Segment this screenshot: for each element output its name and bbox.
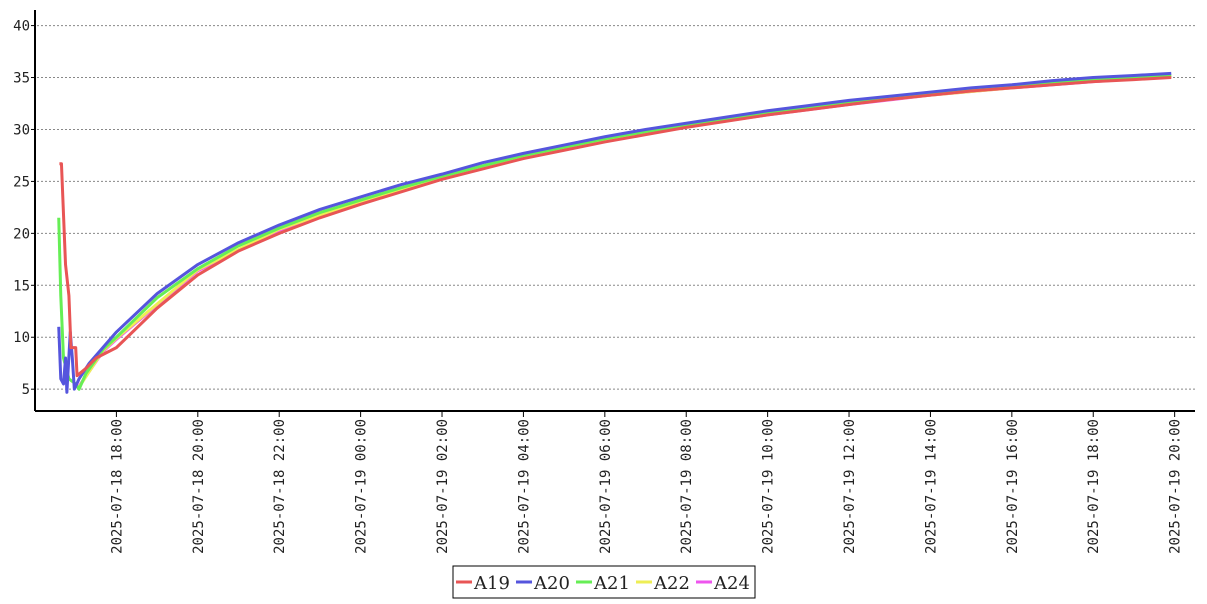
y-tick-label: 15	[13, 278, 30, 294]
x-tick-label: 2025-07-19 10:00	[761, 419, 777, 554]
y-tick-label: 30	[13, 122, 30, 138]
legend: A19 A20 A21 A22 A24	[452, 565, 756, 599]
x-tick-label: 2025-07-19 16:00	[1005, 419, 1021, 554]
series-line	[77, 74, 1172, 387]
legend-label: A21	[593, 573, 630, 594]
x-tick-label: 2025-07-19 14:00	[923, 419, 939, 554]
series-line	[57, 73, 1172, 391]
x-tick-label: 2025-07-18 20:00	[191, 419, 207, 554]
legend-label: A22	[653, 573, 690, 594]
y-tick-label: 20	[13, 226, 30, 242]
legend-box	[452, 565, 756, 599]
legend-label: A20	[533, 573, 570, 594]
y-tick-label: 10	[13, 330, 30, 346]
y-tick-label: 25	[13, 174, 30, 190]
x-tick-label: 2025-07-19 18:00	[1086, 419, 1102, 554]
series-line	[57, 71, 1172, 394]
x-tick-label: 2025-07-18 18:00	[109, 419, 125, 554]
x-tick-label: 2025-07-18 22:00	[272, 419, 288, 554]
x-tick-label: 2025-07-19 04:00	[516, 419, 532, 554]
x-tick-label: 2025-07-19 20:00	[1168, 419, 1184, 554]
y-tick-label: 35	[13, 71, 30, 87]
legend-label: A19	[473, 573, 510, 594]
series-line	[77, 74, 1172, 388]
x-tick-label: 2025-07-19 08:00	[679, 419, 695, 554]
legend-label: A24	[713, 573, 750, 594]
x-tick-label: 2025-07-19 06:00	[598, 419, 614, 554]
series-line	[59, 76, 1172, 378]
x-tick-label: 2025-07-19 02:00	[435, 419, 451, 554]
y-tick-label: 40	[13, 19, 30, 35]
y-tick-label: 5	[22, 382, 30, 398]
x-tick-label: 2025-07-19 00:00	[354, 419, 370, 554]
x-tick-label: 2025-07-19 12:00	[842, 419, 858, 554]
